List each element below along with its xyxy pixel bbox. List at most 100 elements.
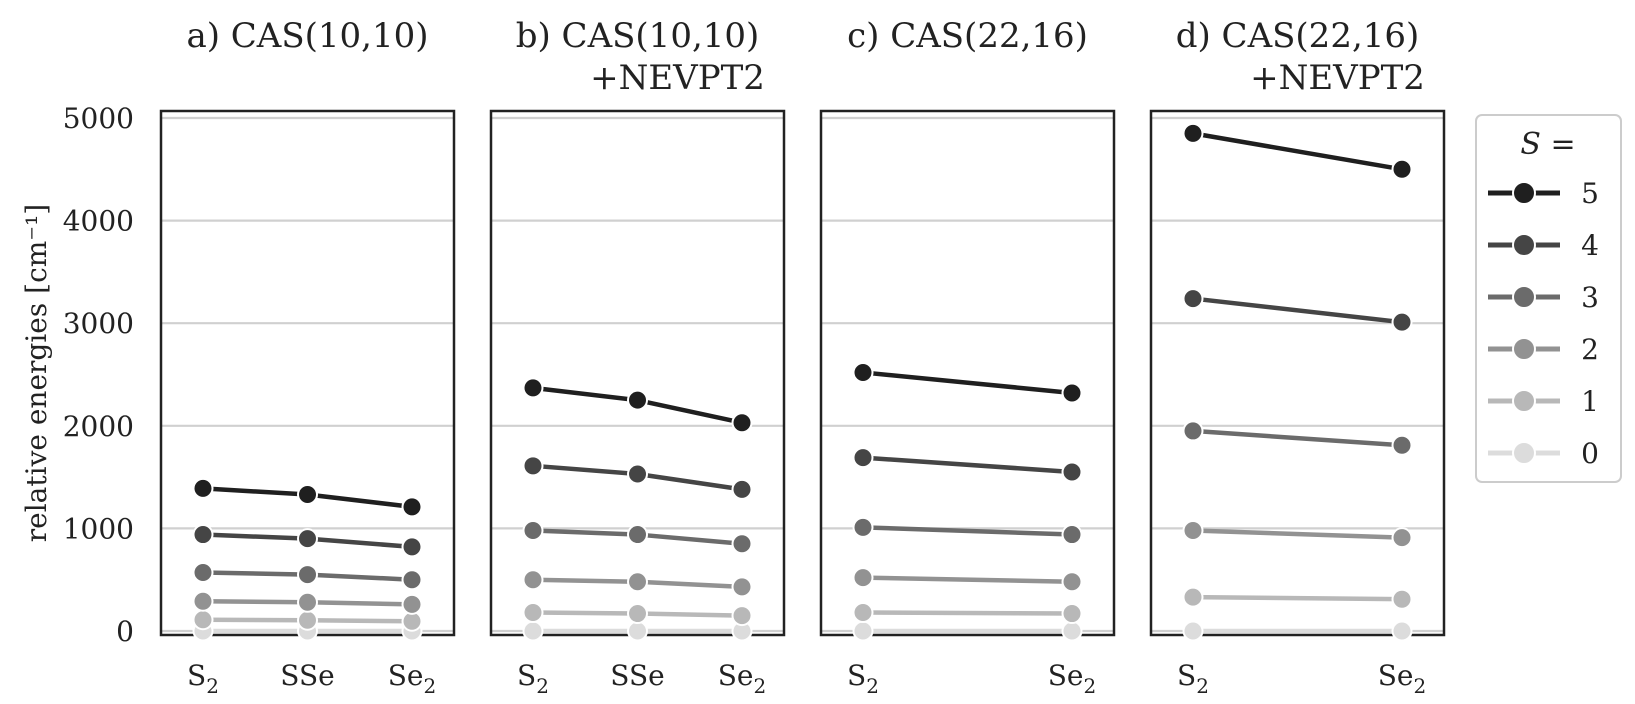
data-point-s5 — [1391, 158, 1413, 180]
legend-label: 0 — [1581, 437, 1599, 470]
data-point-s5 — [297, 484, 318, 506]
x-tick-label: S2 — [517, 659, 549, 698]
data-point-s0 — [852, 620, 874, 642]
data-point-s2 — [1182, 519, 1204, 541]
panel-title: c) CAS(22,16) — [847, 16, 1088, 56]
data-point-s4 — [401, 536, 423, 558]
data-point-s1 — [731, 605, 753, 627]
data-point-s2 — [627, 571, 648, 593]
series-line-s2 — [862, 575, 1073, 585]
y-axis: 0 1000 2000 3000 4000 5000 relative energies [… — [20, 102, 134, 648]
x-tick-label: S2 — [847, 659, 879, 698]
x-tick-label-subscript: 2 — [1084, 674, 1097, 698]
data-point-s4 — [522, 455, 544, 477]
y-tick-label: 0 — [116, 615, 134, 648]
x-tick-label-base: SSe — [280, 659, 334, 692]
data-point-s4 — [192, 524, 214, 546]
x-tick-label: S2 — [1177, 659, 1209, 698]
data-point-s0 — [1061, 620, 1083, 642]
data-point-s5 — [852, 361, 874, 383]
data-point-s2 — [522, 569, 544, 591]
data-point-s0 — [1182, 620, 1204, 642]
data-point-s5 — [401, 496, 423, 518]
x-tick-label-base: Se — [1048, 659, 1084, 692]
data-point-s4 — [731, 478, 753, 500]
legend-marker — [1512, 337, 1536, 361]
x-tick-label: S2 — [187, 659, 219, 698]
panel-title-line2: +NEVPT2 — [590, 58, 765, 98]
data-point-s3 — [627, 524, 648, 546]
data-point-s5 — [192, 477, 214, 499]
plot-frame — [489, 109, 786, 637]
data-point-s5 — [522, 377, 544, 399]
legend-label: 1 — [1581, 385, 1599, 418]
data-point-s2 — [401, 593, 423, 615]
x-tick-label-base: S — [187, 659, 206, 692]
legend-marker — [1512, 181, 1536, 205]
data-point-s1 — [1182, 586, 1204, 608]
x-tick-label: Se2 — [1378, 659, 1427, 698]
y-axis-label: relative energies [cm⁻¹] — [20, 204, 53, 542]
data-point-s0 — [522, 620, 544, 642]
data-point-s3 — [401, 569, 423, 591]
y-tick-label: 3000 — [63, 307, 134, 340]
x-tick-label-subscript: 2 — [754, 674, 767, 698]
x-tick-label-base: S — [847, 659, 866, 692]
data-point-s4 — [1182, 288, 1204, 310]
data-point-s1 — [627, 603, 648, 625]
series-line-s5 — [1192, 131, 1403, 172]
legend-marker — [1512, 285, 1536, 309]
x-tick-label-subscript: 2 — [1414, 674, 1427, 698]
series-line-s3 — [862, 525, 1073, 537]
data-point-s3 — [1391, 434, 1413, 456]
data-point-s4 — [1061, 461, 1083, 483]
series-line-s1 — [862, 610, 1073, 616]
data-point-s5 — [1182, 122, 1204, 144]
x-tick-label: Se2 — [388, 659, 437, 698]
data-point-s1 — [1391, 588, 1413, 610]
data-point-s4 — [852, 447, 874, 469]
data-point-s1 — [1061, 603, 1083, 625]
y-tick-label: 1000 — [63, 512, 134, 545]
legend: S =5 4 3 2 1 0 — [1475, 114, 1622, 483]
x-tick-label-base: Se — [718, 659, 754, 692]
x-tick-label-base: Se — [388, 659, 424, 692]
legend-marker — [1512, 389, 1536, 413]
x-tick-label-base: Se — [1378, 659, 1414, 692]
legend-title: S = — [1520, 127, 1575, 162]
data-point-s2 — [852, 567, 874, 589]
panel-title: a) CAS(10,10) — [186, 16, 428, 56]
data-point-s4 — [297, 528, 318, 550]
x-tick-label: SSe — [610, 659, 664, 692]
data-point-s3 — [731, 533, 753, 555]
legend-label: 3 — [1581, 281, 1599, 314]
x-tick-label-subscript: 2 — [866, 674, 879, 698]
data-point-s2 — [297, 591, 318, 613]
x-tick-label-base: SSe — [610, 659, 664, 692]
legend-label: 5 — [1581, 177, 1599, 210]
x-tick-label-subscript: 2 — [1196, 674, 1209, 698]
data-point-s5 — [627, 389, 648, 411]
x-tick-label-subscript: 2 — [536, 674, 549, 698]
data-point-s3 — [1061, 524, 1083, 546]
legend-marker — [1512, 233, 1536, 257]
x-tick-label-base: S — [517, 659, 536, 692]
data-point-s0 — [627, 620, 648, 642]
series-line-s4 — [1192, 296, 1403, 325]
data-point-s2 — [192, 590, 214, 612]
data-point-s2 — [1061, 571, 1083, 593]
x-tick-label: Se2 — [718, 659, 767, 698]
y-tick-label: 4000 — [63, 205, 134, 238]
data-point-s1 — [192, 609, 214, 631]
series-line-s1 — [1192, 594, 1403, 602]
data-point-s5 — [1061, 382, 1083, 404]
data-point-s2 — [1391, 527, 1413, 549]
data-point-s3 — [297, 564, 318, 586]
y-tick-label: 5000 — [63, 102, 134, 135]
x-tick-label: SSe — [280, 659, 334, 692]
panel-title-line2: +NEVPT2 — [1250, 58, 1425, 98]
plot-frame — [819, 109, 1116, 637]
data-point-s1 — [852, 602, 874, 624]
